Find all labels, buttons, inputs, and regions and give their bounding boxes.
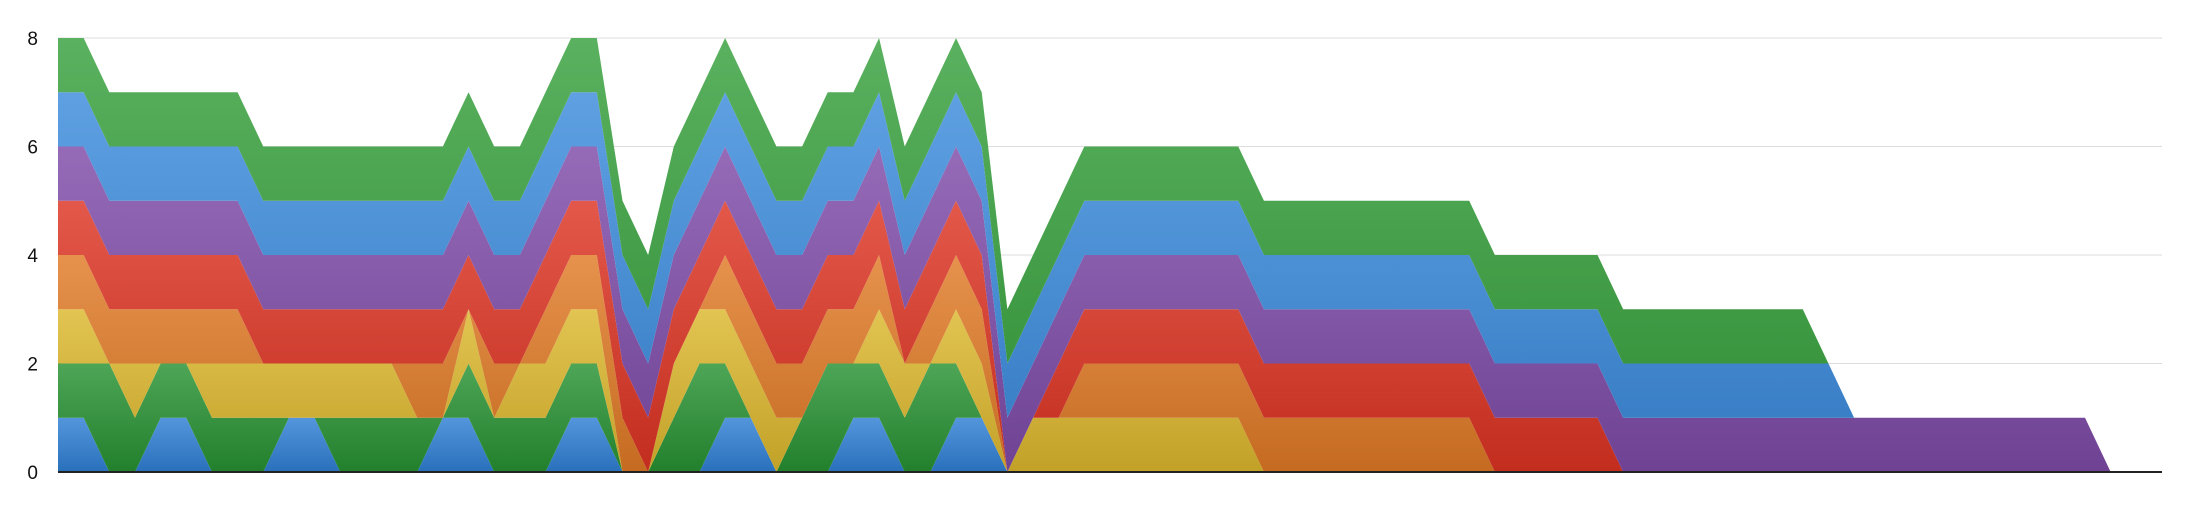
y-tick-label-4: 4 [27, 246, 38, 267]
y-tick-label-8: 8 [27, 29, 38, 50]
series-area-5 [58, 200, 2162, 472]
series-area-2 [58, 363, 2162, 472]
series-area-7 [58, 92, 2162, 472]
y-tick-label-2: 2 [27, 355, 38, 376]
y-tick-label-6: 6 [27, 138, 38, 159]
y-tick-label-0: 0 [27, 463, 38, 484]
series-area-1 [58, 417, 2162, 472]
series-area-3 [58, 309, 2162, 472]
series-area-8 [58, 38, 2162, 472]
series-area-6 [58, 146, 2162, 472]
